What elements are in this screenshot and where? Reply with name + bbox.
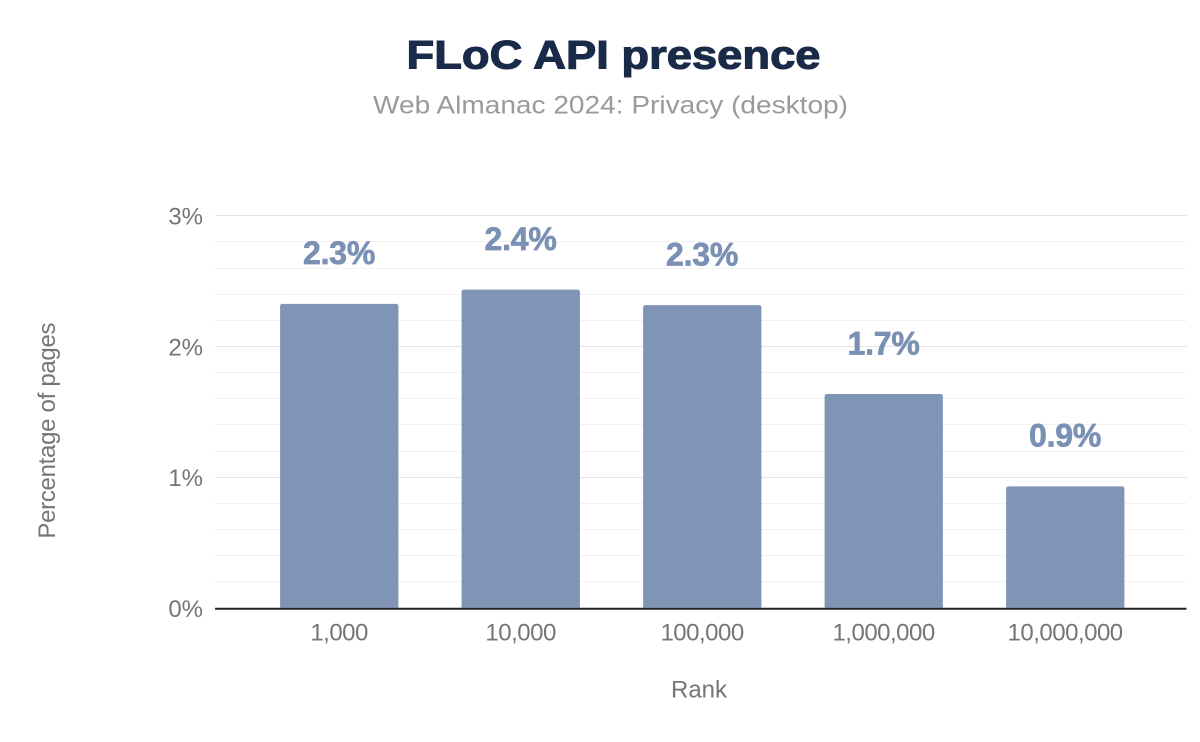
svg-text:0.9%: 0.9%: [1029, 417, 1101, 453]
svg-text:Rank: Rank: [671, 676, 728, 703]
svg-text:FLoC API presence: FLoC API presence: [407, 33, 821, 77]
svg-text:Percentage of pages: Percentage of pages: [34, 323, 61, 539]
svg-text:1%: 1%: [168, 465, 203, 492]
svg-text:3%: 3%: [168, 204, 203, 231]
svg-text:Web Almanac 2024: Privacy (des: Web Almanac 2024: Privacy (desktop): [373, 92, 848, 120]
svg-text:2.3%: 2.3%: [303, 235, 375, 271]
svg-text:2.4%: 2.4%: [485, 221, 557, 257]
svg-text:10,000: 10,000: [485, 619, 556, 646]
svg-text:100,000: 100,000: [660, 619, 743, 646]
svg-text:1.7%: 1.7%: [848, 325, 920, 361]
svg-text:1,000,000: 1,000,000: [832, 619, 934, 646]
svg-text:0%: 0%: [168, 596, 203, 623]
svg-text:2.3%: 2.3%: [666, 236, 738, 272]
svg-text:2%: 2%: [168, 334, 203, 361]
svg-text:10,000,000: 10,000,000: [1008, 619, 1123, 646]
svg-text:1,000: 1,000: [310, 619, 368, 646]
